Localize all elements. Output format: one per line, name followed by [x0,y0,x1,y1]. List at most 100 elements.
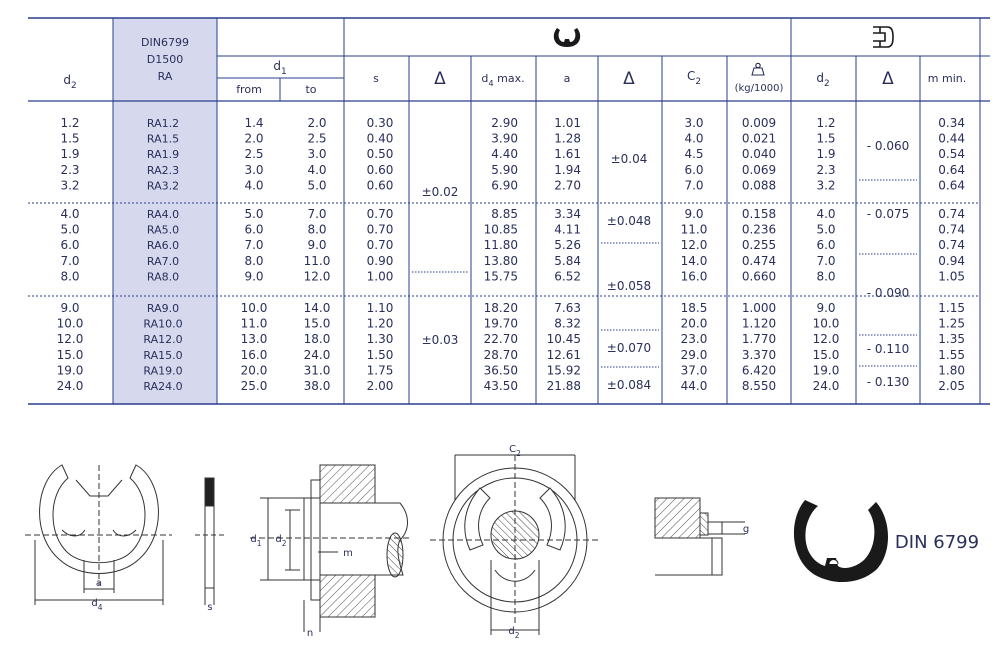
eclip-front-view [25,464,172,605]
table-cell: 9.0 [244,269,263,283]
table-cell: 19.0 [813,363,840,377]
table-cell: 8.0 [816,269,835,283]
table-cell: 1.30 [367,332,394,346]
table-cell: 11.0 [241,317,268,331]
table-cell: RA10.0 [143,318,182,331]
table-cell: 8.0 [307,223,326,237]
table-cell: 5.0 [816,223,835,237]
table-cell: RA15.0 [143,349,182,362]
header-c2: C2 [687,69,701,87]
table-cell: 0.64 [938,163,965,177]
table-cell: 1.000 [742,301,776,315]
eclip-solid-icon [793,500,888,583]
label-s: s [207,602,212,613]
table-cell: 10.0 [57,317,84,331]
d2-tolerance: - 0.060 [867,139,910,153]
table-cell: 22.70 [484,332,518,346]
a-tolerance: ±0.058 [607,279,651,293]
table-cell: 25.0 [241,379,268,393]
table-cell: 13.0 [241,332,268,346]
table-cell: 1.01 [554,116,581,130]
table-cell: 0.34 [938,116,965,130]
table-cell: 0.255 [742,238,776,252]
table-cell: 7.0 [244,238,263,252]
table-cell: 1.9 [60,147,79,161]
table-cell: 4.0 [816,207,835,221]
table-cell: 3.0 [684,116,703,130]
table-cell: 0.069 [742,163,776,177]
a-tolerance: ±0.084 [607,378,651,392]
table-cell: 18.5 [681,301,708,315]
table-cell: 1.80 [938,363,965,377]
table-cell: 1.5 [816,132,835,146]
table-cell: 44.0 [681,379,708,393]
header-din: RA [158,70,173,83]
table-cell: 4.40 [491,147,518,161]
table-cell: 10.0 [813,317,840,331]
header-to: to [305,83,316,96]
table-cell: 6.0 [60,238,79,252]
table-cell: 0.158 [742,207,776,221]
label-a: a [96,578,102,589]
label-g: g [743,524,749,535]
table-cell: 0.474 [742,254,776,268]
table-cell: 2.90 [491,116,518,130]
delta-symbol: Δ [434,69,446,89]
table-cell: 1.9 [816,147,835,161]
table-cell: 0.94 [938,254,965,268]
table-cell: 1.2 [816,116,835,130]
table-cell: RA8.0 [147,270,179,283]
table-cell: 20.0 [241,363,268,377]
table-cell: 1.55 [938,348,965,362]
table-cell: 5.84 [554,254,581,268]
table-cell: 0.009 [742,116,776,130]
table-cell: 0.54 [938,147,965,161]
table-cell: 3.90 [491,132,518,146]
table-cell: 1.5 [60,132,79,146]
header-din: DIN6799 [141,36,189,49]
din-6799-label: DIN 6799 [895,532,979,553]
table-cell: 9.0 [307,238,326,252]
a-tolerance: ±0.070 [607,341,651,355]
table-cell: 2.5 [307,132,326,146]
table-cell: 3.34 [554,207,581,221]
header-din: D1500 [147,53,183,66]
table-cell: 3.2 [816,178,835,192]
table-cell: 7.0 [307,207,326,221]
table-cell: 8.550 [742,379,776,393]
dimension-table: d2 DIN6799 D1500 RA d1 from to s Δ Δ Δd4 max. a C2 (k… [28,17,990,405]
table-cell: RA1.9 [147,148,179,161]
table-cell: 6.0 [244,223,263,237]
table-cell: 0.660 [742,269,776,283]
table-cell: 12.0 [681,238,708,252]
groove-icon [873,26,894,48]
eclip-side-view [195,477,225,605]
table-cell: 1.05 [938,269,965,283]
table-cell: 5.90 [491,163,518,177]
table-cell: 0.236 [742,223,776,237]
table-cell: 1.35 [938,332,965,346]
table-cell: 7.0 [684,178,703,192]
table-cell: 6.0 [816,238,835,252]
label-d2: d2 [275,534,286,548]
assembly-shaft-view [250,464,410,632]
table-cell: 0.021 [742,132,776,146]
table-cell: 1.61 [554,147,581,161]
din-column-highlight [113,18,217,404]
header-s: s [373,72,379,85]
table-cell: 5.0 [60,223,79,237]
table-cell: 6.420 [742,363,776,377]
table-cell: RA9.0 [147,302,179,315]
table-cell: 11.0 [304,254,331,268]
label-d4: d4 [91,598,102,612]
label-d1: d1 [250,534,261,548]
table-cell: 1.20 [367,317,394,331]
table-cell: 10.45 [547,332,581,346]
table-cell: 18.0 [304,332,331,346]
table-cell: 24.0 [304,348,331,362]
table-cell: 6.52 [554,269,581,283]
table-cell: 16.0 [681,269,708,283]
table-cell: 2.3 [60,163,79,177]
technical-drawings: a d4 s d1 d2 m n C2 d2 g DIN 6799 [25,444,979,640]
table-cell: 2.0 [244,132,263,146]
